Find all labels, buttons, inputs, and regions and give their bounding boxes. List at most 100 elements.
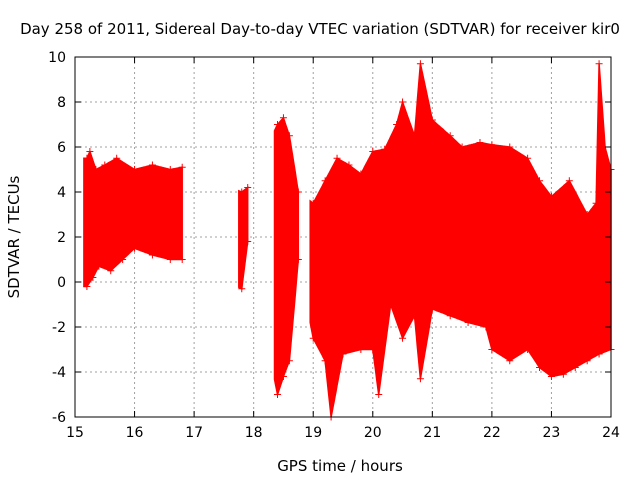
upper-envelope-point <box>524 154 532 162</box>
upper-envelope-point <box>273 121 281 128</box>
upper-envelope-point <box>506 143 514 151</box>
lower-envelope-point <box>547 373 555 380</box>
upper-envelope-point <box>294 188 302 196</box>
y-tick-label: 6 <box>57 140 66 156</box>
lower-envelope-point <box>273 391 281 398</box>
lower-envelope-point <box>83 283 91 290</box>
lower-envelope-point <box>107 267 115 275</box>
lower-envelope-point <box>321 357 329 365</box>
lower-envelope-point <box>131 244 139 252</box>
upper-envelope-point <box>333 154 341 162</box>
lower-envelope-point <box>119 256 127 263</box>
upper-envelope-point <box>381 145 389 153</box>
lower-envelope-point <box>583 357 591 365</box>
upper-envelope-point <box>595 60 603 68</box>
lower-envelope-point <box>428 305 436 313</box>
upper-envelope-point <box>565 177 573 185</box>
lower-envelope-point <box>399 334 407 342</box>
y-tick-label: -4 <box>52 365 66 381</box>
y-tick-label: 0 <box>57 275 66 291</box>
upper-envelope-point <box>166 166 174 173</box>
upper-envelope-point <box>416 60 424 68</box>
lower-envelope-point <box>559 370 567 378</box>
upper-envelope-point <box>345 161 353 169</box>
lower-envelope-point <box>279 373 287 380</box>
upper-envelope-point <box>592 199 600 207</box>
sdtvar-band <box>309 63 612 418</box>
upper-envelope-point <box>83 154 91 162</box>
sdtvar-band <box>273 116 300 398</box>
chart-title: Day 258 of 2011, Sidereal Day-to-day VTE… <box>20 20 620 38</box>
upper-envelope-point <box>357 170 365 178</box>
upper-envelope-point <box>321 177 329 185</box>
lower-envelope-point <box>536 364 544 371</box>
upper-envelope-point <box>393 121 401 128</box>
lower-envelope-point <box>89 274 97 281</box>
upper-envelope-point <box>399 98 407 106</box>
lower-envelope-point <box>95 262 103 270</box>
lower-envelope-point <box>482 323 490 331</box>
lower-envelope-point <box>524 346 532 353</box>
x-axis-title: GPS time / hours <box>277 457 403 475</box>
lower-envelope-point <box>148 251 156 259</box>
lower-envelope-point <box>294 256 302 263</box>
lower-envelope-point <box>309 334 317 342</box>
x-tick-label: 24 <box>602 425 620 441</box>
upper-envelope-point <box>369 148 377 155</box>
upper-envelope-point <box>410 132 418 140</box>
upper-envelope-point <box>547 193 555 200</box>
upper-envelope-point <box>309 199 317 207</box>
y-tick-label: 4 <box>57 185 66 201</box>
lower-envelope-point <box>416 375 424 383</box>
x-tick-label: 21 <box>423 425 441 441</box>
upper-envelope-point <box>86 148 94 155</box>
y-axis-title: SDTVAR / TECUs <box>5 175 23 298</box>
lower-envelope-point <box>595 350 603 358</box>
lower-envelope-point <box>178 256 186 263</box>
y-tick-label: 8 <box>57 95 66 111</box>
y-tick-label: -2 <box>52 320 66 336</box>
upper-envelope-point <box>101 161 109 169</box>
lower-envelope-point <box>506 357 514 365</box>
sdtvar-band <box>238 186 249 290</box>
x-tick-label: 16 <box>126 425 144 441</box>
upper-envelope-point <box>458 143 466 151</box>
lower-envelope-point <box>464 319 472 326</box>
lower-envelope-point <box>357 346 365 353</box>
lower-envelope-point <box>244 238 252 245</box>
x-tick-label: 18 <box>245 425 263 441</box>
upper-envelope-point <box>536 177 544 185</box>
upper-envelope-point <box>131 166 139 173</box>
x-tick-label: 19 <box>304 425 322 441</box>
upper-envelope-point <box>446 132 454 140</box>
upper-envelope-point <box>476 139 484 146</box>
y-tick-label: 10 <box>48 50 66 66</box>
upper-envelope-point <box>285 132 293 140</box>
upper-envelope-point <box>279 114 287 122</box>
x-tick-label: 22 <box>483 425 501 441</box>
upper-envelope-point <box>92 166 100 173</box>
lower-envelope-point <box>571 364 579 371</box>
x-tick-label: 15 <box>66 425 84 441</box>
lower-envelope-point <box>339 350 347 358</box>
lower-envelope-point <box>369 346 377 353</box>
y-tick-label: 2 <box>57 230 66 246</box>
lower-envelope-point <box>285 357 293 365</box>
lower-envelope-point <box>488 346 496 353</box>
upper-envelope-point <box>238 188 246 196</box>
lower-envelope-point <box>387 301 395 308</box>
lower-envelope-point <box>375 391 383 398</box>
lower-envelope-point <box>446 312 454 320</box>
lower-envelope-point <box>238 285 246 293</box>
lower-envelope-point <box>410 312 418 320</box>
upper-envelope-point <box>428 116 436 124</box>
y-tick-label: -6 <box>52 410 66 426</box>
upper-envelope-point <box>178 163 186 171</box>
upper-envelope-point <box>583 211 591 218</box>
lower-envelope-point <box>166 256 174 263</box>
upper-envelope-point <box>244 184 252 191</box>
data-area <box>83 60 615 421</box>
upper-envelope-point <box>148 161 156 169</box>
